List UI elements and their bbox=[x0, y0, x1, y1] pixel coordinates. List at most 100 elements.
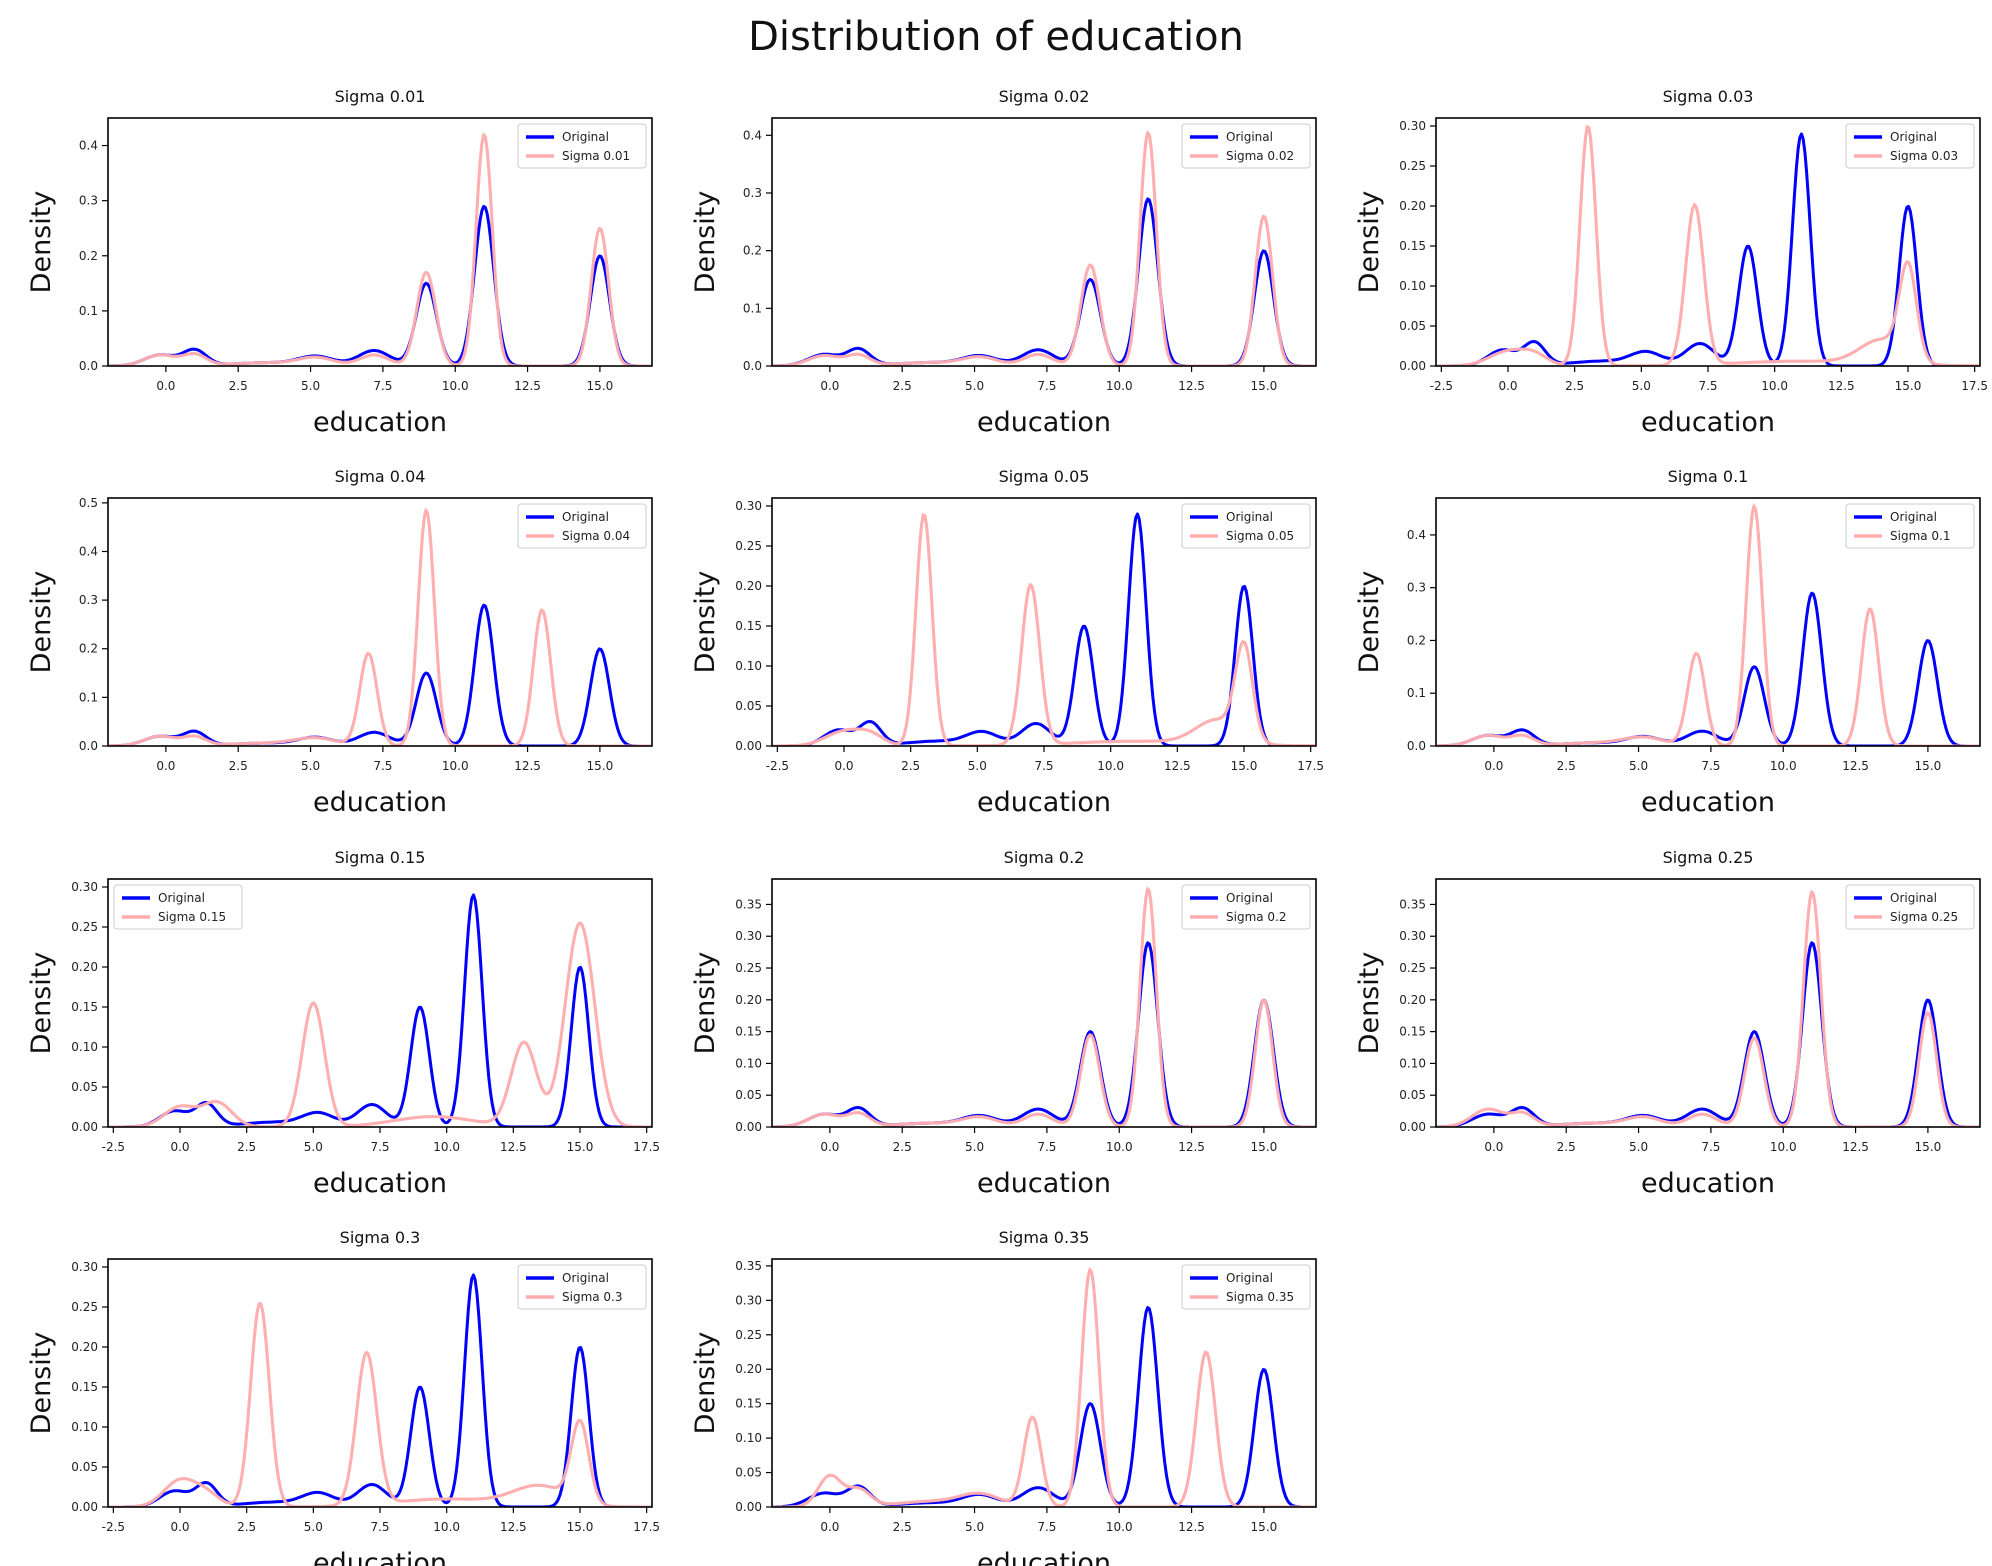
subplot: Sigma 0.3 -2.5 0.0 2.5 5.0 7.5 10.0 12.5 15.0 17.… bbox=[26, 1228, 660, 1566]
y-tick-label: 0.05 bbox=[1399, 319, 1426, 333]
x-tick-label: 0.0 bbox=[156, 759, 175, 773]
series-line-original bbox=[772, 941, 1316, 1127]
y-tick-label: 0.15 bbox=[1399, 239, 1426, 253]
y-tick-label: 0.00 bbox=[71, 1500, 98, 1514]
y-axis-label: Density bbox=[26, 191, 57, 294]
x-tick-label: 15.0 bbox=[1915, 759, 1942, 773]
y-tick-label: 0.30 bbox=[71, 1260, 98, 1274]
series-line-sigma-overlay bbox=[1436, 888, 1980, 1127]
x-tick-label: 7.5 bbox=[370, 1140, 389, 1154]
subplot-title: Sigma 0.03 bbox=[1663, 87, 1754, 106]
legend-label: Sigma 0.15 bbox=[158, 910, 226, 924]
x-tick-label: 15.0 bbox=[1895, 379, 1922, 393]
x-tick-label: 15.0 bbox=[567, 1520, 594, 1534]
x-tick-label: 5.0 bbox=[1629, 759, 1648, 773]
series-line-sigma-overlay bbox=[108, 1301, 652, 1507]
y-tick-label: 0.3 bbox=[1407, 581, 1426, 595]
x-tick-label: 10.0 bbox=[1106, 1520, 1133, 1534]
x-tick-label: 5.0 bbox=[965, 1140, 984, 1154]
x-tick-label: 12.5 bbox=[1842, 1140, 1869, 1154]
x-tick-label: 5.0 bbox=[1632, 379, 1651, 393]
x-tick-label: 2.5 bbox=[1565, 379, 1584, 393]
subplot: Sigma 0.04 0.0 2.5 5.0 7.5 10.0 12.5 15.0 0.0 0.1… bbox=[26, 467, 653, 818]
y-axis-label: Density bbox=[26, 571, 57, 674]
x-tick-label: 15.0 bbox=[1915, 1140, 1942, 1154]
legend-label: Original bbox=[562, 510, 609, 524]
x-tick-label: 2.5 bbox=[237, 1520, 256, 1534]
subplot-title: Sigma 0.1 bbox=[1668, 467, 1749, 486]
x-tick-label: 2.5 bbox=[893, 1520, 912, 1534]
legend-label: Original bbox=[1226, 130, 1273, 144]
y-tick-label: 0.20 bbox=[1399, 993, 1426, 1007]
legend-label: Original bbox=[562, 130, 609, 144]
x-tick-label: 5.0 bbox=[304, 1520, 323, 1534]
x-tick-label: 17.5 bbox=[633, 1140, 660, 1154]
y-tick-label: 0.4 bbox=[79, 139, 98, 153]
series-line-sigma bbox=[772, 513, 1316, 746]
y-tick-label: 0.30 bbox=[735, 1293, 762, 1307]
y-tick-label: 0.15 bbox=[735, 619, 762, 633]
y-tick-label: 0.00 bbox=[735, 1120, 762, 1134]
y-tick-label: 0.2 bbox=[79, 249, 98, 263]
legend-label: Original bbox=[158, 891, 205, 905]
y-tick-label: 0.10 bbox=[1399, 279, 1426, 293]
y-tick-label: 0.30 bbox=[735, 499, 762, 513]
legend-label: Sigma 0.3 bbox=[562, 1290, 623, 1304]
x-tick-label: 7.5 bbox=[1698, 379, 1717, 393]
legend-label: Sigma 0.1 bbox=[1890, 529, 1951, 543]
y-tick-label: 0.3 bbox=[79, 194, 98, 208]
x-tick-label: 5.0 bbox=[968, 759, 987, 773]
x-tick-label: 12.5 bbox=[500, 1140, 527, 1154]
y-axis-label: Density bbox=[690, 571, 721, 674]
x-tick-label: 0.0 bbox=[170, 1140, 189, 1154]
x-axis-label: education bbox=[1641, 1168, 1775, 1199]
x-axis-label: education bbox=[977, 1168, 1111, 1199]
x-tick-label: 15.0 bbox=[587, 759, 614, 773]
y-tick-label: 0.0 bbox=[1407, 739, 1426, 753]
series-line-original bbox=[1436, 941, 1980, 1127]
y-tick-label: 0.25 bbox=[735, 961, 762, 975]
y-tick-label: 0.00 bbox=[735, 1500, 762, 1514]
y-tick-label: 0.25 bbox=[1399, 159, 1426, 173]
x-tick-label: 7.5 bbox=[1037, 1520, 1056, 1534]
plot-frame bbox=[1435, 497, 1981, 747]
y-tick-label: 0.1 bbox=[1407, 686, 1426, 700]
y-axis-label: Density bbox=[1354, 952, 1385, 1055]
plot-frame bbox=[1435, 878, 1981, 1128]
plot-frame bbox=[107, 497, 653, 747]
y-tick-label: 0.30 bbox=[1399, 119, 1426, 133]
y-tick-label: 0.30 bbox=[735, 929, 762, 943]
x-tick-label: 10.0 bbox=[442, 379, 469, 393]
y-axis-label: Density bbox=[690, 952, 721, 1055]
subplot: Sigma 0.1 0.0 2.5 5.0 7.5 10.0 12.5 15.0 0.0 0.1 0… bbox=[1354, 467, 1981, 818]
x-tick-label: 2.5 bbox=[893, 379, 912, 393]
x-tick-label: 5.0 bbox=[965, 379, 984, 393]
y-tick-label: 0.35 bbox=[735, 897, 762, 911]
subplot-title: Sigma 0.04 bbox=[335, 467, 426, 486]
x-tick-label: 2.5 bbox=[893, 1140, 912, 1154]
x-tick-label: 2.5 bbox=[237, 1140, 256, 1154]
y-tick-label: 0.00 bbox=[71, 1120, 98, 1134]
x-tick-label: 12.5 bbox=[514, 759, 541, 773]
x-tick-label: 10.0 bbox=[1761, 379, 1788, 393]
x-tick-label: 0.0 bbox=[156, 379, 175, 393]
series-line-sigma-overlay bbox=[772, 512, 1316, 746]
y-tick-label: 0.10 bbox=[735, 1431, 762, 1445]
y-tick-label: 0.25 bbox=[1399, 961, 1426, 975]
y-tick-label: 0.10 bbox=[71, 1040, 98, 1054]
x-tick-label: 10.0 bbox=[1770, 1140, 1797, 1154]
y-tick-label: 0.3 bbox=[743, 186, 762, 200]
series-line-sigma-overlay bbox=[1436, 124, 1980, 366]
series-line-sigma bbox=[108, 133, 652, 366]
subplot: Sigma 0.05 -2.5 0.0 2.5 5.0 7.5 10.0 12.5 15.0 17… bbox=[690, 467, 1324, 818]
y-tick-label: 0.10 bbox=[1399, 1056, 1426, 1070]
x-tick-label: 10.0 bbox=[433, 1140, 460, 1154]
y-tick-label: 0.00 bbox=[1399, 359, 1426, 373]
x-axis-label: education bbox=[977, 1548, 1111, 1566]
x-axis-label: education bbox=[977, 787, 1111, 818]
x-tick-label: 12.5 bbox=[1178, 1520, 1205, 1534]
x-tick-label: 5.0 bbox=[965, 1520, 984, 1534]
y-tick-label: 0.10 bbox=[71, 1420, 98, 1434]
x-tick-label: 0.0 bbox=[834, 759, 853, 773]
